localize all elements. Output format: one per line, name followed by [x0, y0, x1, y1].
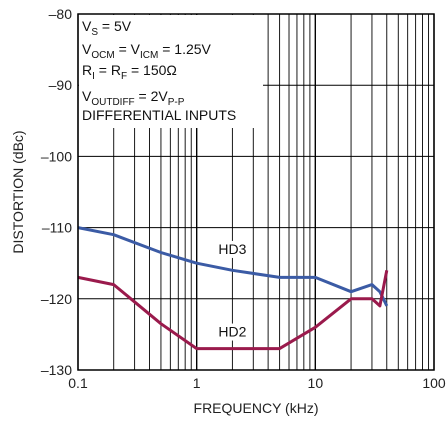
condition-text: = R	[95, 62, 121, 78]
y-tick-label: –90	[49, 77, 73, 93]
y-axis-title: DISTORTION (dBc)	[10, 130, 26, 253]
x-axis-title: FREQUENCY (kHz)	[194, 400, 319, 416]
condition-text: = 150Ω	[127, 62, 177, 78]
y-tick-label: –100	[41, 148, 72, 164]
x-tick-label: 1	[193, 375, 201, 391]
series-label-background	[216, 240, 249, 258]
series-hd3-label: HD3	[218, 241, 246, 257]
y-tick-label: –130	[41, 362, 72, 378]
x-tick-label: 0.1	[68, 375, 88, 391]
condition-line: DIFFERENTIAL INPUTS	[82, 107, 236, 123]
condition-text: OUTDIFF	[91, 97, 134, 108]
y-tick-label: –110	[42, 220, 72, 236]
condition-text: I	[92, 71, 95, 82]
condition-text: S	[91, 27, 98, 38]
condition-text: P-P	[168, 97, 185, 108]
conditions-background	[79, 15, 263, 128]
series-label-background	[216, 323, 249, 341]
x-tick-label: 10	[308, 375, 324, 391]
plot-frame	[77, 13, 435, 371]
condition-text: = 2V	[135, 88, 169, 104]
series-layer: HD3 HD2	[77, 226, 389, 351]
condition-text: = 5V	[98, 18, 132, 34]
condition-text: ICM	[140, 50, 158, 61]
condition-line: RI = RF = 150Ω	[82, 62, 177, 82]
condition-line: VS = 5V	[82, 18, 132, 38]
condition-text: = 1.25V	[158, 41, 211, 57]
condition-text: V	[82, 41, 92, 57]
series-hd3-line	[77, 226, 389, 307]
series-hd2-label: HD2	[218, 324, 246, 340]
y-tick-label: –120	[41, 291, 72, 307]
series-hd2-line	[77, 270, 389, 351]
condition-line: VOUTDIFF = 2VP-P	[82, 88, 185, 108]
condition-text: = V	[115, 41, 141, 57]
condition-text: DIFFERENTIAL INPUTS	[82, 107, 236, 123]
x-tick-label: 100	[422, 375, 446, 391]
condition-text: V	[82, 88, 92, 104]
condition-text: OCM	[91, 50, 114, 61]
condition-line: VOCM = VICM = 1.25V	[82, 41, 212, 61]
condition-text: V	[82, 18, 92, 34]
y-tick-label: –80	[49, 6, 73, 22]
condition-text: R	[82, 62, 92, 78]
condition-text: F	[121, 71, 127, 82]
